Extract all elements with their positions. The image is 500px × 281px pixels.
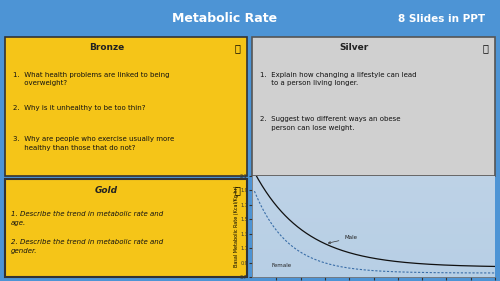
Text: Silver: Silver: [340, 43, 368, 52]
Text: Metabolic Rate: Metabolic Rate: [172, 12, 278, 25]
Text: Male: Male: [328, 235, 358, 244]
Text: 8 Slides in PPT: 8 Slides in PPT: [398, 13, 485, 24]
Text: 2.  Why is it unhealthy to be too thin?: 2. Why is it unhealthy to be too thin?: [13, 105, 145, 110]
Text: 3.  Why are people who exercise usually more
     healthy than those that do not: 3. Why are people who exercise usually m…: [13, 136, 174, 151]
Text: 1.  Explain how changing a lifestyle can lead
     to a person living longer.: 1. Explain how changing a lifestyle can …: [260, 72, 416, 86]
Text: 🏅: 🏅: [234, 185, 240, 195]
Y-axis label: Basal Metabolic Rate (Kcal/Kg hr): Basal Metabolic Rate (Kcal/Kg hr): [234, 186, 238, 267]
FancyBboxPatch shape: [5, 179, 247, 277]
FancyBboxPatch shape: [252, 37, 495, 176]
Text: 1. Describe the trend in metabolic rate and
age.: 1. Describe the trend in metabolic rate …: [11, 211, 163, 226]
Text: 🏅: 🏅: [234, 43, 240, 53]
Text: Female: Female: [272, 263, 291, 268]
FancyBboxPatch shape: [5, 37, 247, 176]
Text: 🏅: 🏅: [482, 43, 488, 53]
Text: Bronze: Bronze: [89, 43, 124, 52]
Text: 1.  What health problems are linked to being
     overweight?: 1. What health problems are linked to be…: [13, 72, 170, 86]
Text: 2. Describe the trend in metabolic rate and
gender.: 2. Describe the trend in metabolic rate …: [11, 239, 163, 254]
Text: 2.  Suggest two different ways an obese
     person can lose weight.: 2. Suggest two different ways an obese p…: [260, 117, 400, 131]
Text: Gold: Gold: [95, 186, 118, 195]
